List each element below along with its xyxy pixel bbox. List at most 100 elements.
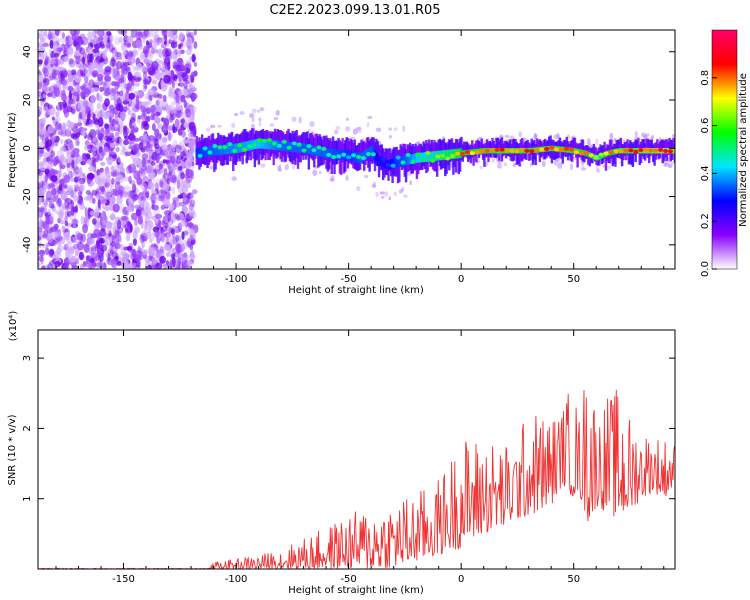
noise-blob: [275, 109, 280, 116]
noise-blob: [67, 101, 72, 111]
noise-blob: [259, 107, 265, 112]
noise-blob: [189, 212, 198, 220]
noise-blob: [134, 127, 139, 133]
noise-blob: [187, 222, 194, 227]
ridge-peak: [360, 156, 366, 161]
ridge-core: [202, 147, 205, 158]
noise-blob: [112, 168, 120, 178]
noise-blob: [177, 155, 181, 162]
ridge-core: [241, 142, 244, 153]
noise-blob: [553, 134, 558, 140]
ridge-core: [267, 139, 270, 150]
noise-blob: [100, 244, 108, 252]
noise-blob: [66, 127, 70, 138]
ridge-core: [672, 147, 675, 154]
noise-blob: [99, 175, 107, 184]
noise-blob: [160, 225, 168, 233]
ridge-peak: [588, 153, 594, 158]
noise-blob: [39, 127, 47, 135]
noise-blob: [160, 226, 164, 234]
noise-blob: [189, 199, 196, 208]
noise-blob: [556, 132, 560, 140]
noise-blob: [153, 193, 160, 203]
noise-blob: [329, 178, 335, 182]
noise-blob: [309, 121, 315, 128]
noise-blob: [162, 94, 167, 103]
noise-blob: [192, 135, 197, 144]
noise-blob: [116, 260, 122, 266]
noise-blob: [178, 145, 186, 151]
noise-blob: [101, 214, 108, 224]
noise-blob: [123, 139, 129, 146]
noise-blob: [163, 168, 168, 175]
ridge-halo: [565, 136, 569, 157]
noise-blob: [42, 78, 50, 87]
noise-blob: [318, 171, 322, 175]
noise-blob: [38, 59, 43, 65]
noise-blob: [75, 38, 82, 43]
ridge-core: [242, 141, 246, 152]
noise-blob: [147, 220, 154, 229]
noise-blob: [163, 148, 168, 155]
noise-blob: [117, 174, 124, 179]
noise-blob: [150, 246, 155, 254]
noise-blob: [47, 125, 55, 134]
noise-blob: [82, 99, 89, 108]
ridge-halo: [462, 141, 466, 158]
noise-blob: [143, 58, 149, 65]
ridge-halo: [638, 144, 641, 166]
noise-blob: [162, 144, 168, 150]
noise-blob: [159, 169, 164, 175]
noise-blob: [163, 74, 171, 84]
ridge-core: [473, 149, 476, 155]
noise-blob: [89, 63, 96, 72]
noise-blob: [94, 174, 101, 185]
noise-blob: [122, 126, 130, 136]
noise-blob: [140, 112, 148, 121]
noise-blob: [193, 41, 198, 49]
ridge-core: [403, 155, 406, 166]
noise-blob: [178, 141, 184, 149]
noise-blob: [140, 200, 145, 206]
noise-blob: [92, 135, 97, 143]
noise-blob: [141, 111, 145, 118]
noise-blob: [140, 182, 148, 191]
ridge-core: [503, 147, 506, 154]
ridge-core: [637, 147, 640, 154]
ridge-halo: [485, 139, 489, 157]
noise-blob: [117, 155, 121, 163]
noise-blob: [45, 110, 50, 117]
ridge-core: [232, 143, 235, 154]
ridge-core: [349, 150, 352, 161]
ridge-peak: [365, 152, 371, 157]
ridge-peak: [440, 153, 446, 158]
noise-blob: [159, 255, 166, 264]
noise-blob: [167, 159, 171, 170]
noise-blob: [98, 109, 105, 120]
noise-blob: [53, 209, 60, 214]
noise-blob: [154, 116, 161, 124]
noise-blob: [63, 174, 71, 184]
noise-blob: [38, 89, 42, 99]
noise-blob: [38, 33, 42, 40]
ridge-core: [213, 145, 216, 156]
noise-blob: [40, 205, 45, 214]
noise-blob: [188, 121, 196, 132]
ridge-core: [453, 149, 456, 159]
ridge-halo: [630, 142, 633, 166]
noise-blob: [335, 125, 341, 130]
noise-blob: [71, 264, 79, 269]
noise-blob: [142, 109, 150, 114]
ridge-core: [227, 144, 231, 155]
noise-blob: [95, 129, 101, 136]
noise-blob: [115, 103, 121, 111]
noise-blob: [231, 122, 236, 129]
ridge-core: [271, 139, 274, 150]
ridge-peak: [479, 149, 485, 154]
noise-blob: [167, 125, 173, 131]
noise-blob: [59, 155, 65, 165]
noise-blob: [147, 88, 155, 96]
noise-blob: [172, 47, 178, 55]
ridge-halo: [483, 144, 486, 167]
noise-blob: [58, 183, 63, 192]
